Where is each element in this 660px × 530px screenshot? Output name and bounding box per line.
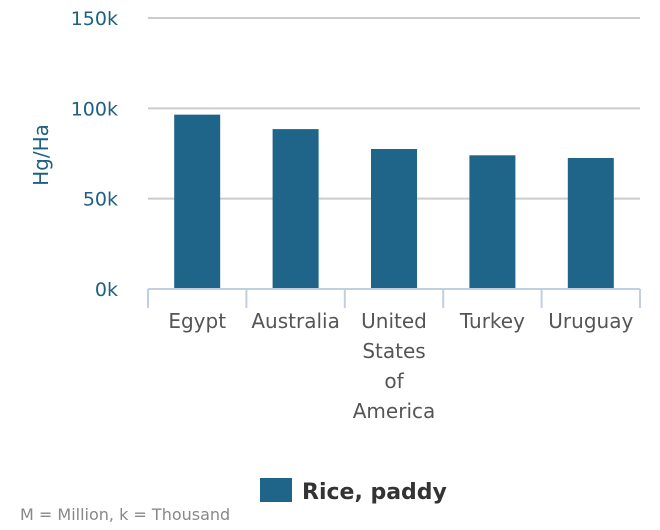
bar-united-states-of-america[interactable] (371, 148, 417, 289)
footnote: M = Million, k = Thousand (20, 505, 230, 524)
y-axis-label: Hg/Ha (29, 124, 53, 186)
legend-label-rice-paddy[interactable]: Rice, paddy (302, 480, 447, 505)
bar-turkey[interactable] (469, 155, 516, 289)
bar-australia[interactable] (272, 129, 319, 289)
y-axis-tick-labels: 0k 50k 100k 150k (71, 8, 118, 301)
x-tick-label: Australia (251, 309, 339, 333)
bar-uruguay[interactable] (567, 158, 614, 289)
x-axis-tick-labels: Egypt Australia United States of America Turke… (168, 309, 633, 423)
y-tick-label: 0k (95, 279, 118, 301)
bar-series (174, 114, 614, 289)
y-tick-label: 150k (71, 8, 118, 30)
legend-swatch[interactable] (260, 478, 292, 502)
y-tick-label: 100k (71, 98, 118, 120)
bar-egypt[interactable] (174, 114, 221, 289)
x-tick-label: Turkey (459, 309, 525, 333)
x-tick-label: Egypt (168, 309, 226, 333)
x-tick-label: United States of America (353, 309, 436, 423)
y-tick-label: 50k (83, 189, 118, 211)
legend[interactable]: Rice, paddy (260, 478, 447, 505)
x-tick-label: Uruguay (548, 309, 633, 333)
x-axis (147, 288, 641, 308)
